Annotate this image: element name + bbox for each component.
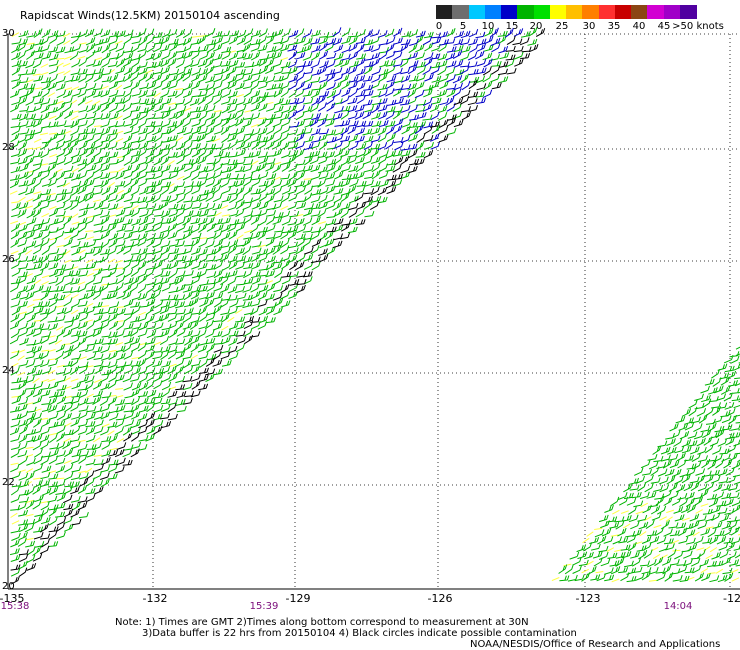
lat-label-22: 22 (2, 477, 15, 488)
lon-label-120: -12 (723, 592, 740, 605)
lon-label-135: -135 (0, 592, 25, 605)
lat-lon-grid (8, 33, 740, 589)
barb-group-flagged (10, 28, 546, 585)
scale-swatch (436, 5, 453, 19)
pass-time-1538: 15:38 (0, 601, 30, 612)
scale-label: 40 (632, 21, 646, 32)
lat-label-30: 30 (2, 28, 15, 39)
scale-swatch (517, 5, 534, 19)
scale-swatch (647, 5, 664, 19)
scale-label: 5 (459, 21, 467, 32)
lat-label-28: 28 (2, 142, 15, 153)
scale-label: 25 (555, 21, 569, 32)
scale-swatch (566, 5, 583, 19)
scale-swatch (582, 5, 599, 19)
scale-swatch (679, 5, 697, 19)
scale-label: 30 (582, 21, 596, 32)
scale-label: 45 (657, 21, 671, 32)
lon-label-132: -132 (142, 592, 168, 605)
scale-swatch (614, 5, 632, 19)
barb-group-light (9, 27, 740, 583)
barb-group-moderate (287, 27, 524, 151)
lon-label-129: -129 (285, 592, 311, 605)
note-line-2: 3)Data buffer is 22 hrs from 20150104 4)… (142, 628, 577, 639)
wind-barbs (9, 27, 740, 585)
scale-label: 15 (505, 21, 519, 32)
lon-label-126: -126 (427, 592, 453, 605)
map-title: Rapidscat Winds(12.5KM) 20150104 ascendi… (20, 9, 280, 22)
barb-group-calm (9, 32, 740, 583)
scale-swatch (501, 5, 518, 19)
scale-label: 20 (529, 21, 543, 32)
credit-line: NOAA/NESDIS/Office of Research and Appli… (470, 639, 721, 650)
pass-time-1539: 15:39 (249, 601, 279, 612)
scale-swatch (631, 5, 648, 19)
scale-swatch (533, 5, 551, 19)
scale-label: 35 (607, 21, 621, 32)
scale-label: >50 knots (672, 21, 724, 32)
scale-swatch (663, 5, 681, 19)
scale-swatch (452, 5, 469, 19)
note-line-1: Note: 1) Times are GMT 2)Times along bot… (115, 617, 529, 628)
scale-swatch (598, 5, 616, 19)
lat-label-24: 24 (2, 365, 15, 376)
scale-swatch (484, 5, 502, 19)
scale-label: 10 (481, 21, 495, 32)
scale-swatch (549, 5, 567, 19)
pass-time-1404: 14:04 (663, 601, 693, 612)
scale-swatch (468, 5, 486, 19)
lon-label-123: -123 (575, 592, 601, 605)
scale-label: 0 (435, 21, 443, 32)
lat-label-26: 26 (2, 254, 15, 265)
lat-label-20: 20 (2, 581, 15, 592)
